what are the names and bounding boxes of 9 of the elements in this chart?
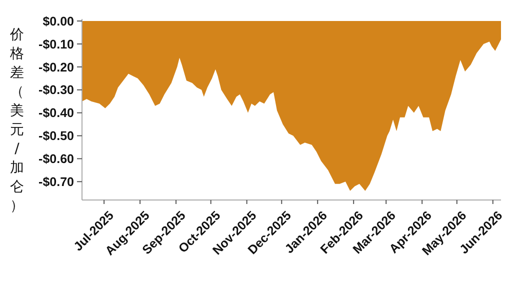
text: 价格差（美元/加仑）	[10, 27, 24, 214]
y-tick-label: -$0.40	[38, 106, 74, 120]
y-tick-label: -$0.10	[38, 37, 74, 52]
y-tick-label: $0.00	[42, 14, 74, 28]
y-tick-label: -$0.60	[38, 152, 74, 166]
y-tick-label: -$0.30	[38, 83, 74, 98]
y-tick-label: -$0.70	[38, 175, 74, 190]
y-tick-label: -$0.50	[38, 129, 74, 144]
y-tick-label: -$0.20	[38, 60, 74, 74]
